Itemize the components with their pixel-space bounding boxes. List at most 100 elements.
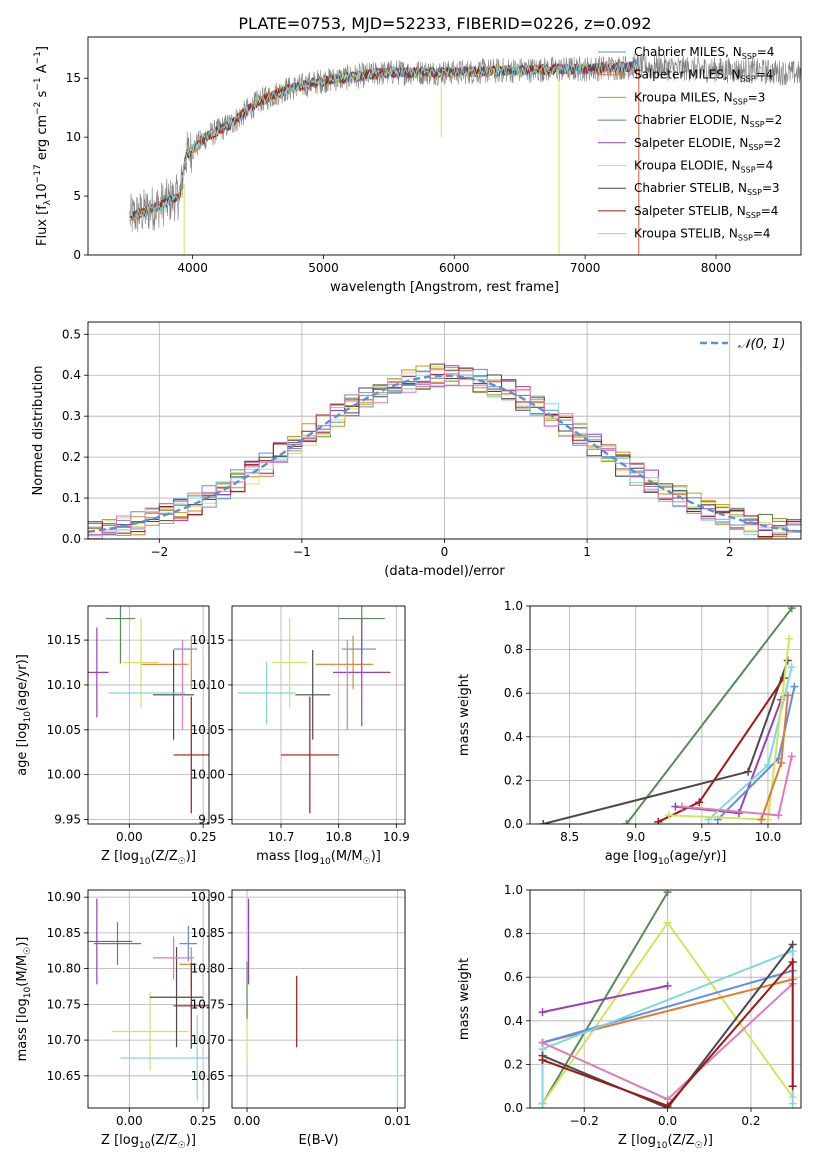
label-part: (age/yr)] <box>15 654 30 711</box>
y-tick-label: 0.4 <box>62 368 81 382</box>
y-tick-label: 0.2 <box>62 450 81 464</box>
legend-sub: SSP <box>741 75 756 84</box>
label-part: mass [log <box>256 849 319 864</box>
x-tick-label: 0.00 <box>116 830 143 844</box>
x-tick-label: 1 <box>583 545 591 559</box>
label-part: Normed distribution <box>31 366 46 496</box>
x-tick-label: 2 <box>726 545 734 559</box>
label-script: 10 <box>23 986 33 998</box>
x-tick-label: 10.0 <box>755 830 782 844</box>
y-tick-label: 9.95 <box>54 813 81 827</box>
legend-sub: SSP <box>742 52 757 61</box>
label-part: Z [log <box>101 849 139 864</box>
y-tick-label: 10.80 <box>191 962 225 976</box>
plot-area <box>88 606 209 814</box>
label-part: A <box>35 64 50 77</box>
weight-marker <box>787 752 796 761</box>
label-part: 10 <box>35 183 50 200</box>
label-part: )] <box>371 849 381 864</box>
y-tick-label: 9.95 <box>198 813 225 827</box>
label-part: Flux [f <box>35 205 50 246</box>
label-part: )] <box>186 849 196 864</box>
label-part: (age/yr)] <box>669 849 726 864</box>
axes-frame <box>529 605 802 825</box>
weight-marker <box>654 817 663 824</box>
y-tick-label: 10.75 <box>47 997 81 1011</box>
normal-curve <box>88 374 801 533</box>
legend-val: =4 <box>757 45 775 59</box>
x-tick-label: −0.2 <box>570 1114 599 1128</box>
plot-area <box>539 606 799 824</box>
weight-marker <box>538 1008 547 1017</box>
y-tick-label: 0.4 <box>504 730 523 744</box>
y-tick-label: 10.70 <box>191 1033 225 1047</box>
weight-marker <box>788 1099 797 1108</box>
axes-frame <box>87 321 802 540</box>
legend-name: Chabrier ELODIE, N <box>634 113 750 127</box>
axes-frame <box>231 889 406 1109</box>
label-part: (M/M <box>15 955 30 987</box>
label-script: 10 <box>319 857 331 867</box>
axes-frame <box>231 605 406 825</box>
y-tick-label: 10.15 <box>191 633 225 647</box>
weight-marker <box>663 890 672 897</box>
plot-area <box>129 52 801 255</box>
figure-title: PLATE=0753, MJD=52233, FIBERID=0226, z=0… <box>238 14 651 33</box>
y-tick-label: 10.90 <box>191 890 225 904</box>
weight-marker <box>538 1038 547 1047</box>
legend-val: =4 <box>756 159 774 173</box>
weight-marker <box>663 981 672 990</box>
legend-val: =4 <box>761 204 779 218</box>
weight-marker <box>734 809 743 818</box>
y-tick-label: 10.05 <box>191 723 225 737</box>
label-part: age [log <box>605 849 658 864</box>
label-part: E(B-V) <box>298 1133 338 1148</box>
legend-val: =4 <box>753 227 771 241</box>
weight-marker <box>744 767 753 776</box>
label-script: λ <box>43 199 53 205</box>
axes-frame <box>87 605 210 825</box>
legend-val: =2 <box>763 136 781 150</box>
legend-entry: Salpeter ELODIE, NSSP=2 <box>634 136 781 152</box>
label-script: ☉ <box>363 857 371 867</box>
legend-name: Salpeter MILES, N <box>634 68 741 82</box>
label-part: wavelength [Angstrom, rest frame] <box>330 280 559 295</box>
label-script: −17 <box>33 164 43 183</box>
axis-label: Z [log10(Z/Z☉)] <box>618 1133 713 1151</box>
legend-entry: Chabrier ELODIE, NSSP=2 <box>634 113 782 129</box>
y-tick-label: 10.70 <box>47 1033 81 1047</box>
histogram-step <box>88 369 801 535</box>
weight-marker <box>787 606 796 613</box>
legend-entry: Kroupa ELODIE, NSSP=4 <box>634 159 773 175</box>
model-spectrum-kroupa-stelib <box>129 61 639 220</box>
weight-line <box>542 969 793 1044</box>
weight-line <box>707 666 793 821</box>
weight-marker <box>663 1101 672 1108</box>
weight-marker <box>678 802 687 811</box>
label-script: 10 <box>658 857 670 867</box>
y-tick-label: 5 <box>73 189 81 203</box>
legend-name: Salpeter ELODIE, N <box>634 136 748 150</box>
y-tick-label: 10.00 <box>47 768 81 782</box>
y-tick-label: 0.5 <box>62 327 81 341</box>
weight-marker <box>622 820 631 824</box>
legend-entry: Salpeter STELIB, NSSP=4 <box>634 204 778 220</box>
axis-label: mass [log10(M/M☉)] <box>256 849 381 867</box>
y-tick-label: 10.90 <box>47 890 81 904</box>
label-part: )] <box>15 937 30 947</box>
weight-line <box>542 943 794 1108</box>
y-tick-label: 10.85 <box>47 926 81 940</box>
x-tick-label: 0.25 <box>190 1114 217 1128</box>
weight-marker <box>787 663 796 672</box>
panel-spectrum: 4000 5000 6000 7000 8000 0 5 10 15 wavelength [An… <box>33 36 802 295</box>
axis-label: (data-model)/error <box>384 564 505 579</box>
weight-marker <box>774 811 783 820</box>
weight-marker <box>788 1082 797 1091</box>
axis-label: wavelength [Angstrom, rest frame] <box>330 280 559 295</box>
weight-marker <box>790 682 799 691</box>
y-tick-label: 0.8 <box>504 927 523 941</box>
label-part: )] <box>703 1133 713 1148</box>
y-tick-label: 10.00 <box>191 768 225 782</box>
plot-area <box>237 606 391 814</box>
